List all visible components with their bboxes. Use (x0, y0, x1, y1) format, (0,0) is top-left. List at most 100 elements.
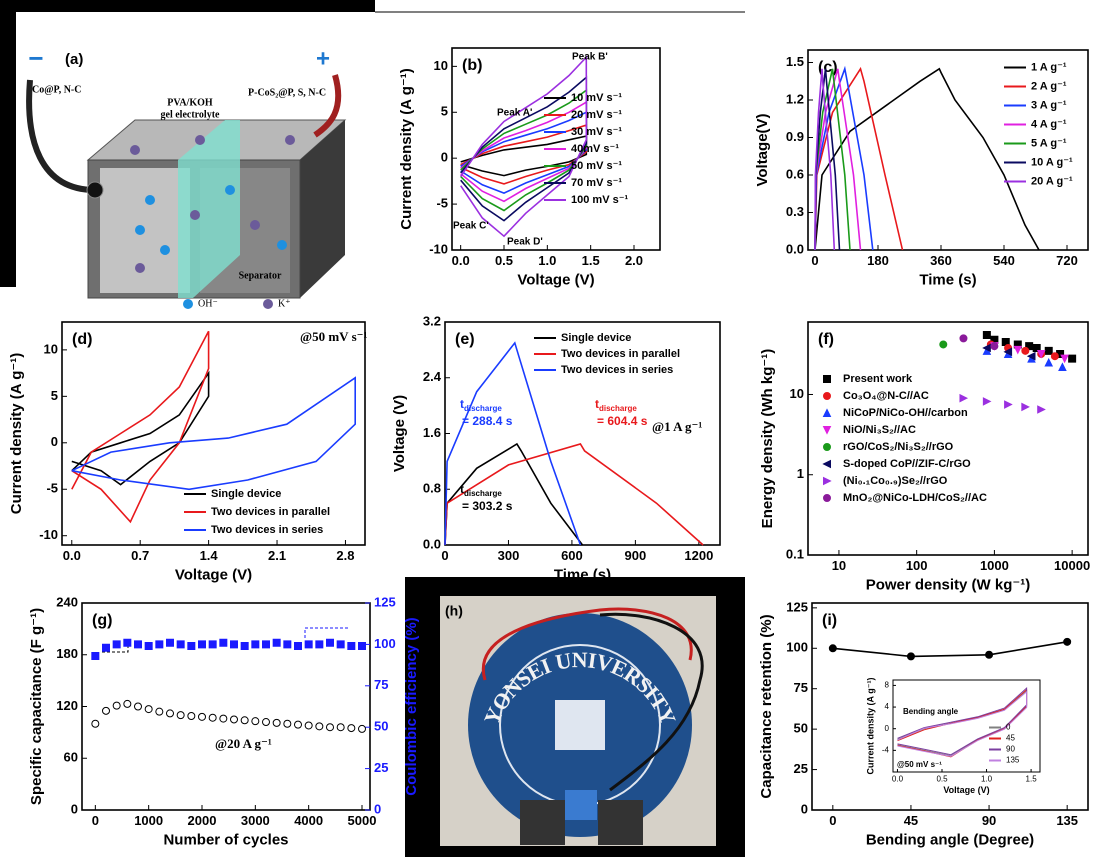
x-axis-title: Time (s) (554, 567, 611, 584)
annotation: Peak B' (572, 52, 608, 63)
y-tick-label: 0 (885, 724, 890, 733)
y-tick-label: 125 (786, 599, 808, 614)
y-axis-title: Current density (A g⁻¹) (398, 68, 415, 230)
legend-label: Present work (843, 373, 913, 385)
data-point (284, 641, 291, 648)
annotation: @50 mV s⁻¹ (897, 760, 942, 769)
data-point (263, 719, 270, 726)
terminal-sign: + (316, 45, 330, 72)
y-tick-label: 1.2 (786, 91, 804, 106)
terminal-sign: − (28, 43, 43, 73)
legend-label: 135 (1006, 756, 1020, 765)
y2-tick-label: 75 (374, 677, 388, 692)
data-point (199, 713, 206, 720)
data-point (940, 341, 947, 348)
data-point (1059, 363, 1066, 370)
separator-label: Separator (239, 270, 282, 281)
x-tick-label: 10000 (1054, 558, 1090, 573)
ion (250, 220, 260, 230)
data-point (167, 639, 174, 646)
y-tick-label: 10 (790, 386, 804, 401)
data-point (348, 643, 355, 650)
logo-shield (555, 700, 605, 750)
data-point (156, 641, 163, 648)
y-tick-label: 50 (794, 721, 808, 736)
y-tick-label: 0 (71, 801, 78, 816)
ion (285, 135, 295, 145)
data-point (135, 641, 142, 648)
x-tick-label: 600 (561, 548, 583, 563)
legend-label: 4 A g⁻¹ (1031, 118, 1067, 130)
y-tick-label: 25 (794, 761, 808, 776)
data-point (337, 641, 344, 648)
data-point (1045, 359, 1052, 366)
y-tick-label: 4 (885, 702, 890, 711)
y-axis-title: Capacitance retention (%) (758, 614, 775, 798)
data-point (273, 719, 280, 726)
legend-marker (824, 376, 831, 383)
y-tick-label: 180 (56, 646, 78, 661)
x-tick-label: 540 (993, 253, 1015, 268)
y-axis-title: Voltage(V) (754, 113, 771, 186)
data-point (1005, 401, 1012, 408)
data-point (305, 641, 312, 648)
data-point (1069, 355, 1076, 362)
data-point (1014, 346, 1021, 353)
y-tick-label: 1 (797, 466, 804, 481)
data-point (113, 702, 120, 709)
panel-label: (i) (822, 612, 837, 629)
data-point (305, 722, 312, 729)
y2-tick-label: 25 (374, 760, 388, 775)
y-tick-label: 120 (56, 698, 78, 713)
y2-tick-label: 50 (374, 719, 388, 734)
ion (145, 195, 155, 205)
legend-label: 45 (1006, 734, 1015, 743)
y-tick-label: -10 (39, 527, 58, 542)
annotation: @50 mV s⁻¹ (300, 329, 367, 344)
legend-label: Two devices in series (561, 364, 673, 376)
legend-label: 0 (1006, 723, 1011, 732)
panel-label: (h) (445, 603, 463, 619)
x-tick-label: 1000 (134, 813, 163, 828)
electrolyte-label: gel electrolyte (161, 109, 221, 120)
data-point (337, 724, 344, 731)
annotation: Bending angle (903, 707, 959, 716)
y-tick-label: 0.0 (786, 241, 804, 256)
wire (29, 80, 95, 190)
panel-label: (f) (818, 331, 834, 348)
x-tick-label: 2.0 (625, 253, 643, 268)
panel-label: (d) (72, 331, 92, 348)
y-tick-label: 2.4 (423, 369, 442, 384)
annotation: Peak A' (497, 108, 532, 119)
figure: − + (a) Co@P, N-C PVA/KOH gel electrolyt… (0, 0, 1097, 857)
x-tick-label: 135 (1056, 813, 1078, 828)
device (598, 800, 643, 845)
x-tick-label: 0 (811, 253, 818, 268)
y-tick-label: -5 (436, 196, 448, 211)
y-axis-title: Voltage (V) (391, 395, 408, 472)
data-point (1051, 353, 1058, 360)
frame-bar (0, 0, 375, 12)
data-point (231, 716, 238, 723)
ion (225, 185, 235, 195)
data-point (284, 720, 291, 727)
device (520, 800, 565, 845)
ion-key-label: K⁺ (278, 298, 291, 309)
x-axis-title: Power density (W kg⁻¹) (866, 577, 1031, 594)
annotation: @1 A g⁻¹ (652, 419, 702, 434)
annotation: @20 A g⁻¹ (215, 736, 272, 751)
legend-label: 2 A g⁻¹ (1031, 80, 1067, 92)
plot-frame (808, 322, 1088, 555)
data-point (327, 724, 334, 731)
anode-label: Co@P, N-C (32, 84, 82, 95)
data-point (209, 714, 216, 721)
data-point (252, 718, 259, 725)
x-tick-label: 0 (92, 813, 99, 828)
y-tick-label: 0.8 (423, 481, 441, 496)
y2-axis-title: Coulombic efficiency (%) (403, 617, 420, 795)
x-tick-label: 0 (441, 548, 448, 563)
data-point (252, 641, 259, 648)
data-point (135, 703, 142, 710)
